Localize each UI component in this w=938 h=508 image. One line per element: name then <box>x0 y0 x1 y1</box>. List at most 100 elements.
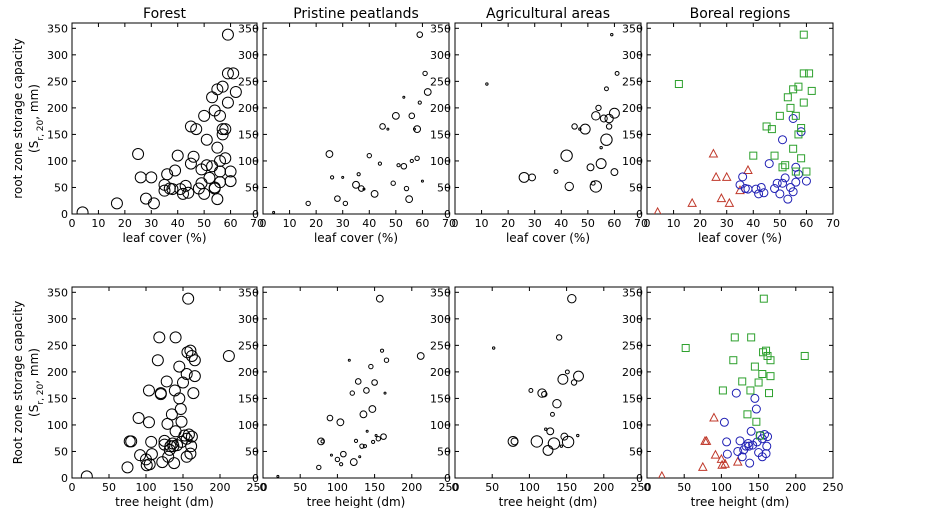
data-point <box>374 434 378 438</box>
data-point <box>349 390 355 396</box>
y-tick-label: 350 <box>47 286 68 299</box>
data-point <box>182 186 195 199</box>
data-point <box>325 150 334 158</box>
data-point <box>224 175 237 188</box>
y-tick-label: 350 <box>47 22 68 35</box>
data-point <box>188 354 201 367</box>
data-point <box>750 393 760 403</box>
data-point <box>187 150 200 163</box>
data-point <box>173 392 186 405</box>
x-tick-label: 20 <box>309 217 323 230</box>
y-tick-label: 0 <box>444 208 451 221</box>
axes-frame <box>454 286 642 479</box>
data-point <box>709 412 719 422</box>
panel-forest-tree-height: 0 50 100 150 200 250050100150200250300350tree… <box>47 286 268 508</box>
data-point <box>414 155 420 161</box>
y-tick-label: 150 <box>238 128 259 141</box>
data-point <box>701 435 712 445</box>
data-point <box>799 98 808 107</box>
data-point <box>751 404 761 414</box>
data-point <box>154 387 167 400</box>
data-point <box>748 440 758 450</box>
data-point <box>765 389 774 398</box>
data-point <box>730 333 739 342</box>
data-point <box>161 168 174 181</box>
data-point <box>738 172 748 182</box>
data-point <box>408 112 416 120</box>
data-points <box>658 294 809 478</box>
x-axis-label: tree height (dm) <box>307 495 406 508</box>
y-tick-label: 200 <box>47 102 68 115</box>
data-point <box>370 189 379 198</box>
data-point <box>604 113 614 124</box>
y-tick-label: 0 <box>636 208 643 221</box>
y-tick-label: 0 <box>252 472 259 485</box>
data-point <box>687 197 698 207</box>
data-point <box>121 461 134 474</box>
data-point <box>797 124 806 133</box>
data-point <box>791 167 800 176</box>
data-point <box>173 360 186 373</box>
y-tick-label: 0 <box>61 208 68 221</box>
data-point <box>754 189 764 199</box>
x-tick-label: 200 <box>210 481 231 494</box>
panel-pristine-tree-height: 0 50 100 150 200 250050100150200250300350tree… <box>238 286 460 508</box>
data-point <box>400 162 408 170</box>
data-point <box>722 437 732 447</box>
data-point <box>145 435 158 448</box>
data-point <box>807 86 816 95</box>
data-point <box>729 356 738 365</box>
data-point <box>555 334 563 341</box>
y-tick-label: 100 <box>47 155 68 168</box>
x-tick-label: 70 <box>442 217 456 230</box>
data-point <box>342 200 349 207</box>
data-points <box>653 30 816 214</box>
x-tick-label: 70 <box>826 217 840 230</box>
x-tick-label: 40 <box>362 217 376 230</box>
data-point <box>547 437 561 450</box>
y-tick-label: 300 <box>430 313 451 326</box>
data-point <box>653 206 662 214</box>
data-point <box>200 159 213 172</box>
panel-title: Agricultural areas <box>486 6 610 22</box>
y-tick-label: 200 <box>47 366 68 379</box>
data-point <box>766 372 775 381</box>
data-point <box>402 95 406 99</box>
data-point <box>778 178 788 188</box>
data-point <box>184 344 197 357</box>
data-point <box>177 376 189 389</box>
data-point <box>722 449 732 459</box>
y-tick-label: 50 <box>437 445 451 458</box>
data-point <box>336 418 345 427</box>
data-point <box>229 85 242 98</box>
data-point <box>761 449 771 459</box>
x-tick-label: 50 <box>389 217 403 230</box>
data-point <box>420 179 424 183</box>
data-point <box>177 187 189 200</box>
data-point <box>219 152 232 165</box>
data-point <box>158 184 171 197</box>
y-tick-label: 200 <box>430 102 451 115</box>
x-tick-label: 0 <box>69 217 76 230</box>
x-tick-label: 30 <box>144 217 158 230</box>
data-point <box>171 149 184 162</box>
x-tick-label: 250 <box>631 481 652 494</box>
x-tick-label: 60 <box>799 217 813 230</box>
y-tick-label: 150 <box>430 128 451 141</box>
y-tick-label: 250 <box>430 339 451 352</box>
data-point <box>528 173 537 182</box>
data-point <box>334 195 341 202</box>
panel-title: Pristine peatlands <box>293 6 419 22</box>
y-tick-label: 50 <box>629 445 643 458</box>
y-tick-label: 50 <box>245 445 259 458</box>
data-point <box>560 149 573 162</box>
y-axis-label-line1: Root zone storage capacity <box>11 301 25 465</box>
data-point <box>546 427 555 436</box>
y-tick-label: 350 <box>238 22 259 35</box>
data-point <box>530 435 544 448</box>
data-point <box>718 386 727 395</box>
data-point <box>368 363 374 370</box>
y-tick-label: 350 <box>622 22 643 35</box>
